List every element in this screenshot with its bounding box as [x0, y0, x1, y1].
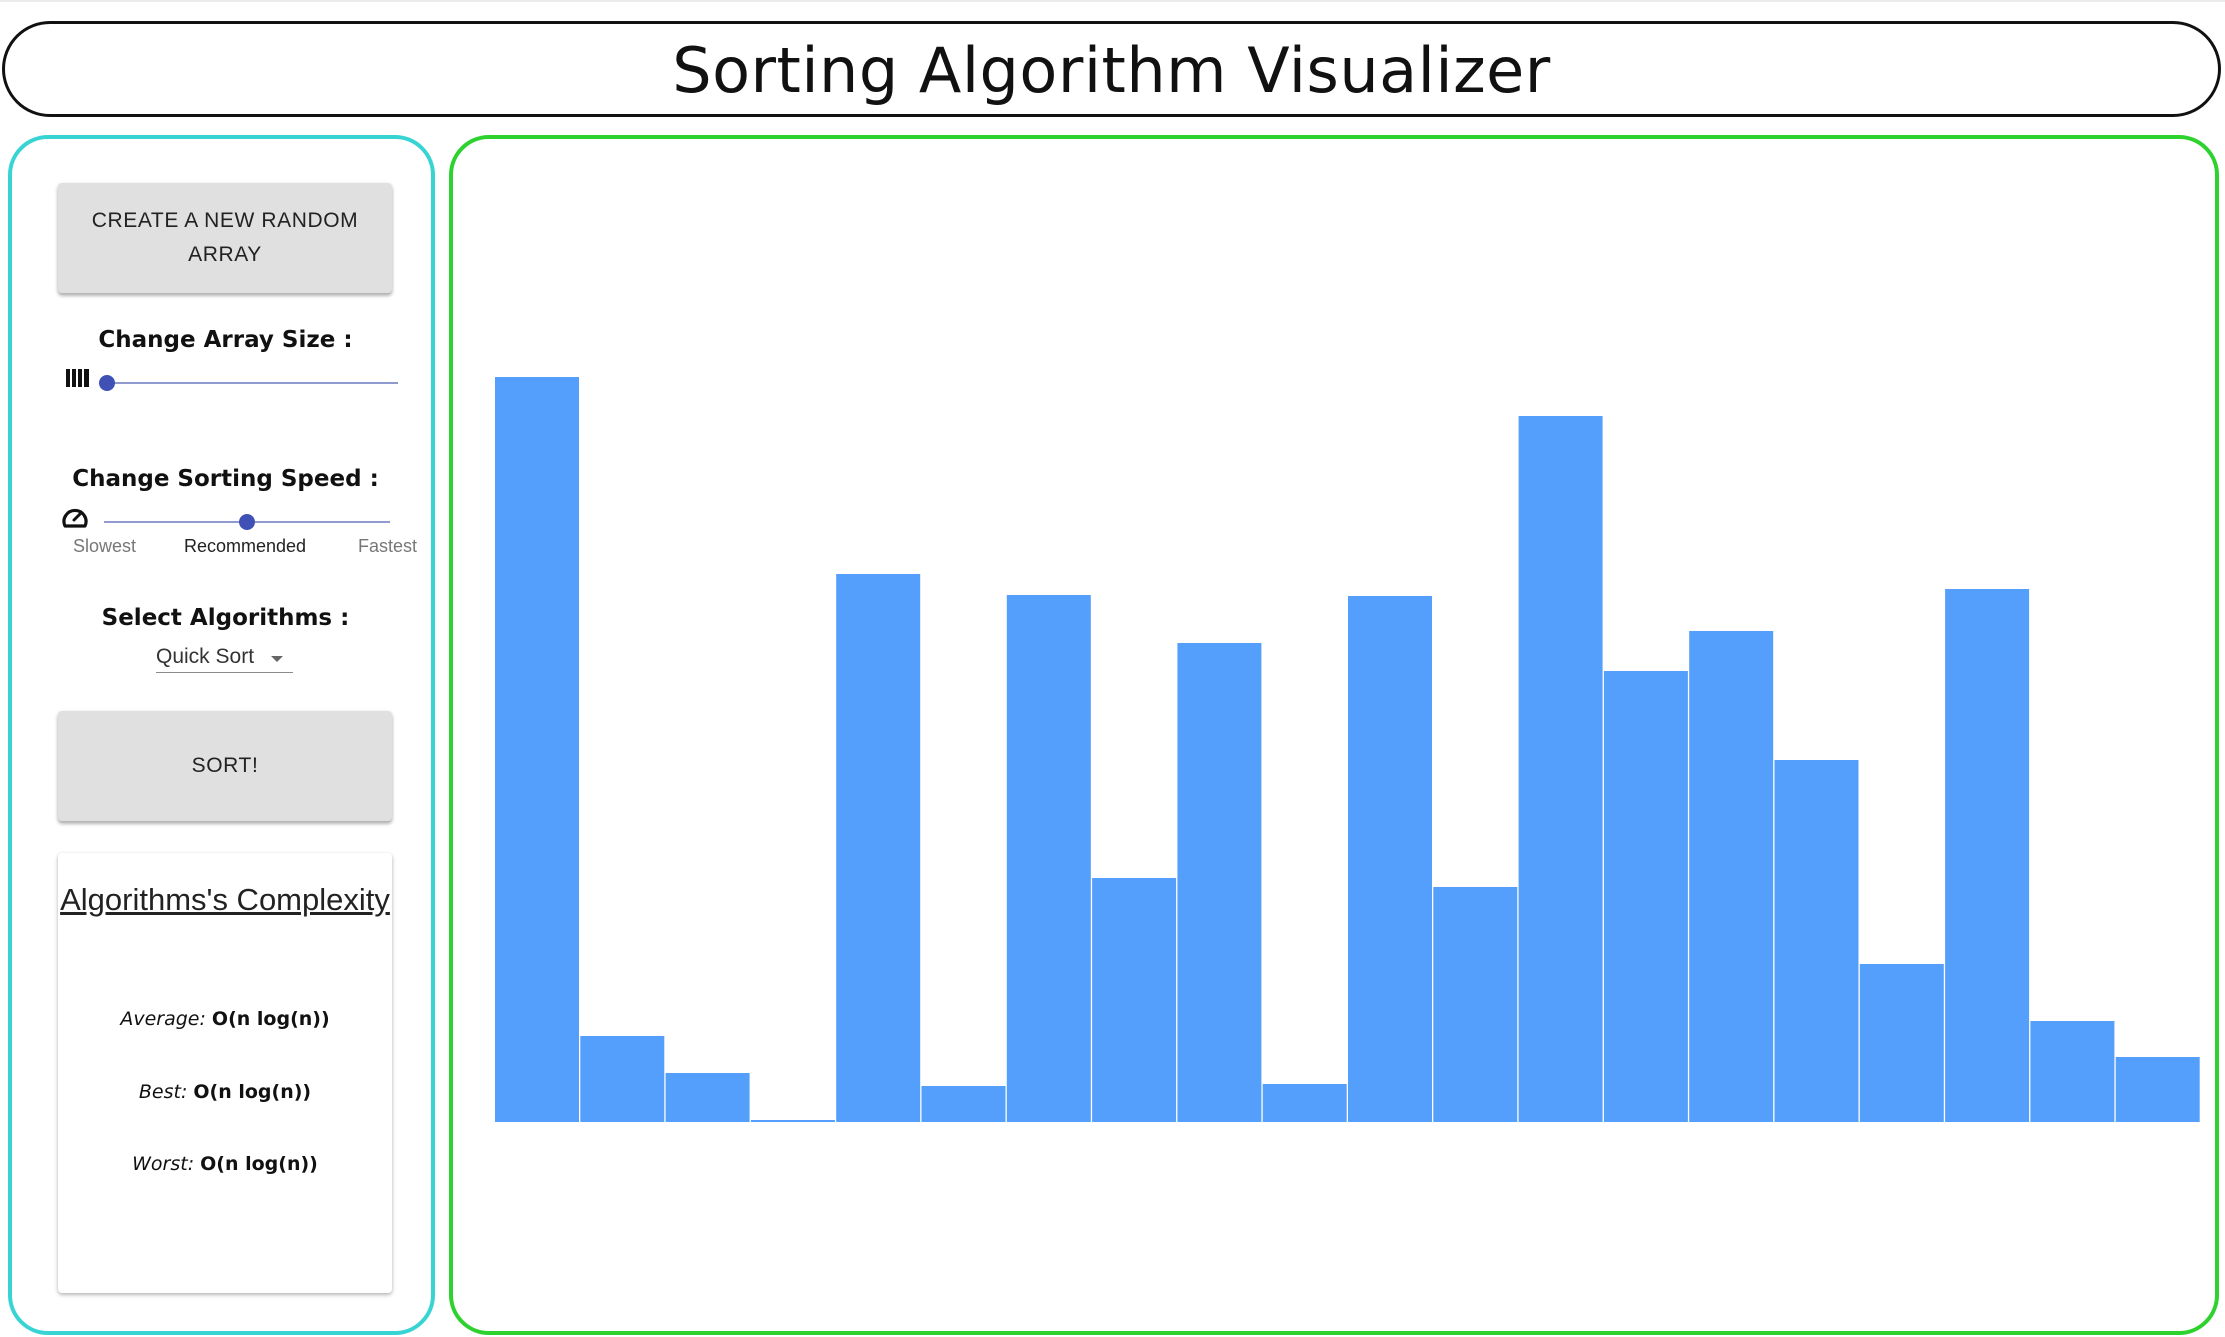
- sorting-speed-thumb[interactable]: [239, 514, 255, 530]
- array-bar: [1689, 631, 1774, 1122]
- array-bar: [495, 377, 579, 1122]
- complexity-average: Average: O(n log(n)): [120, 1008, 330, 1030]
- array-bar: [2030, 1021, 2115, 1122]
- complexity-average-key: Average: [120, 1008, 200, 1030]
- complexity-best: Best: O(n log(n)): [138, 1081, 312, 1103]
- create-new-array-label: CREATE A NEW RANDOM ARRAY: [91, 209, 359, 266]
- array-bar: [1092, 878, 1177, 1122]
- array-bar: [1006, 595, 1091, 1122]
- array-bar: [2115, 1057, 2200, 1122]
- array-bar: [1262, 1084, 1347, 1122]
- complexity-average-value: O(n log(n)): [211, 1008, 330, 1030]
- select-algorithm-label: Select Algorithms :: [101, 605, 350, 631]
- complexity-card: Algorithms's Complexity Average: O(n log…: [58, 853, 392, 1293]
- complexity-best-key: Best: [138, 1081, 181, 1103]
- complexity-title: Algorithms's Complexity: [60, 882, 390, 917]
- array-bar: [1945, 589, 2030, 1122]
- app-header: Sorting Algorithm Visualizer: [2, 21, 2221, 117]
- complexity-worst: Worst: O(n log(n)): [132, 1153, 318, 1175]
- complexity-worst-value: O(n log(n)): [200, 1153, 318, 1175]
- sorting-speed-label: Change Sorting Speed :: [72, 466, 379, 492]
- array-bar: [1774, 760, 1859, 1122]
- array-bar: [665, 1073, 750, 1122]
- array-bar: [750, 1120, 835, 1122]
- bars-icon: [66, 369, 89, 387]
- array-bar: [1177, 643, 1262, 1122]
- complexity-worst-key: Worst: [132, 1153, 188, 1175]
- complexity-best-value: O(n log(n)): [193, 1081, 312, 1103]
- create-new-array-button[interactable]: CREATE A NEW RANDOM ARRAY: [58, 183, 392, 293]
- speed-mark-slowest: Slowest: [73, 536, 137, 556]
- visualizer-panel: [449, 135, 2219, 1335]
- array-size-thumb[interactable]: [99, 375, 115, 391]
- algorithm-select-value: Quick Sort: [156, 645, 255, 668]
- array-size-label: Change Array Size :: [98, 327, 353, 353]
- chevron-down-icon: [271, 656, 283, 662]
- array-size-track: [104, 382, 398, 384]
- array-bar: [1348, 596, 1432, 1122]
- array-bar: [836, 574, 921, 1122]
- control-panel: CREATE A NEW RANDOM ARRAY Change Array S…: [8, 135, 435, 1335]
- array-bar: [1603, 671, 1688, 1122]
- array-bar: [580, 1036, 665, 1122]
- array-bars-chart: [495, 377, 2200, 1122]
- sort-button[interactable]: SORT!: [58, 711, 392, 821]
- sort-button-label: SORT!: [191, 754, 259, 777]
- speed-mark-recommended: Recommended: [184, 536, 307, 556]
- array-bar: [1859, 964, 1944, 1122]
- top-border: [0, 0, 2225, 2]
- array-bar: [921, 1086, 1006, 1122]
- array-bar: [1433, 887, 1518, 1122]
- algorithm-select[interactable]: Quick Sort: [156, 639, 293, 673]
- page-title: Sorting Algorithm Visualizer: [672, 33, 1551, 107]
- array-bar: [1518, 416, 1603, 1122]
- speed-mark-fastest: Fastest: [358, 536, 418, 556]
- speedometer-icon: [62, 508, 88, 528]
